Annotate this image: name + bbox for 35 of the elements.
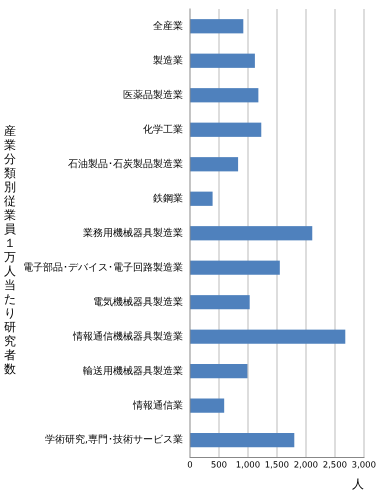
x-tick-label: 2,000	[294, 460, 318, 471]
bar	[190, 260, 280, 275]
x-tick-label: 0	[187, 460, 193, 471]
bar	[190, 364, 248, 378]
x-tick-label: 1,000	[236, 460, 260, 471]
y-tick-label: 化学工業	[143, 123, 183, 136]
y-tick-label: 輸送用機械器具製造業	[83, 364, 183, 377]
bar	[190, 19, 244, 34]
bar	[190, 226, 312, 240]
bar	[190, 54, 255, 68]
y-tick-label: 石油製品･石炭製品製造業	[68, 158, 183, 170]
bar	[190, 330, 346, 344]
y-tick-label: 全産業	[153, 20, 183, 32]
y-tick-label: 製造業	[153, 54, 183, 66]
y-tick-label: 学術研究,専門･技術サービス業	[44, 434, 183, 446]
y-tick-label: 業務用機械器具製造業	[83, 226, 183, 239]
y-tick-label: 医薬品製造業	[123, 88, 183, 101]
x-tick-label: 500	[210, 460, 228, 471]
bar	[190, 295, 250, 310]
y-tick-label: 情報通信機械器具製造業	[72, 330, 183, 342]
bar	[190, 398, 224, 413]
y-tick-label: 鉄鋼業	[153, 192, 183, 204]
x-tick-label: 3,000	[352, 460, 376, 471]
x-tick-label: 2,500	[322, 460, 348, 471]
text: 産業分類別従業員１万人当たり研究者数	[4, 124, 16, 376]
bar	[190, 192, 213, 206]
bar	[190, 433, 294, 448]
bar	[190, 157, 238, 172]
bar	[190, 122, 262, 137]
y-tick-label: 電気機械器具製造業	[93, 296, 183, 308]
bar	[190, 88, 258, 102]
x-tick-label: 1,500	[264, 460, 290, 471]
y-tick-label: 情報通信業	[132, 399, 183, 412]
y-tick-label: 電子部品･デバイス･電子回路製造業	[23, 261, 183, 274]
x-axis-title: 人	[352, 476, 364, 491]
